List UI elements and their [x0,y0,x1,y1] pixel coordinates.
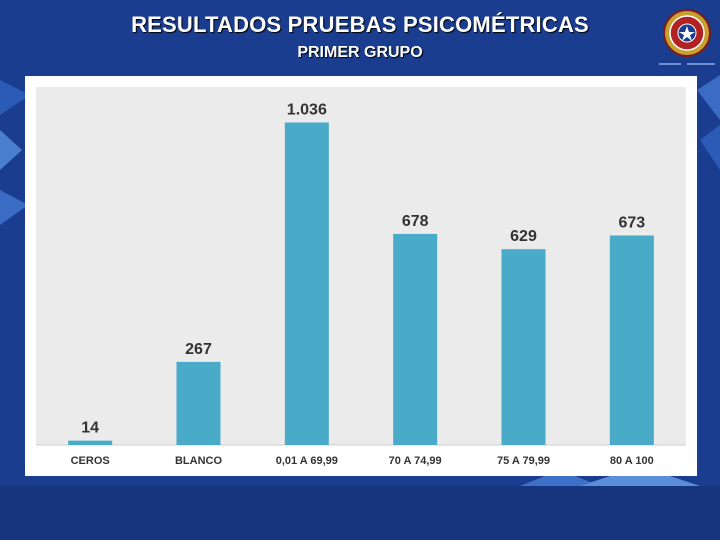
category-labels: CEROS BLANCO 0,01 A 69,99 70 A 74,99 75 A 79… [71,455,654,467]
bar-5 [609,235,654,445]
category-label-3: 70 A 74,99 [389,455,442,467]
institution-seal-icon [663,9,711,57]
value-label-0: 14 [81,420,99,437]
category-label-4: 75 A 79,99 [497,455,550,467]
chart-card: 14 267 1.036 678 629 673 CEROS BLANCO 0,01 A 69… [25,76,697,476]
bar-series [68,122,654,445]
value-label-2: 1.036 [287,101,327,118]
value-label-1: 267 [185,341,212,358]
page-subtitle: PRIMER GRUPO [297,44,423,61]
bar-chart: 14 267 1.036 678 629 673 CEROS BLANCO 0,01 A 69… [36,87,686,467]
category-label-0: CEROS [71,455,110,467]
value-label-5: 673 [618,214,645,231]
category-label-1: BLANCO [175,455,222,467]
bar-0 [68,440,113,445]
footer-band [0,486,720,540]
value-label-3: 678 [402,213,429,230]
bar-2 [284,122,329,445]
bar-1 [176,361,221,445]
seal-caption-mark [659,63,715,65]
slide-header: RESULTADOS PRUEBAS PSICOMÉTRICAS PRIMER … [0,0,720,78]
bar-4 [501,249,546,445]
value-label-4: 629 [510,228,537,245]
category-label-2: 0,01 A 69,99 [276,455,338,467]
page-title: RESULTADOS PRUEBAS PSICOMÉTRICAS [131,12,589,37]
plot-area [36,87,686,445]
value-labels: 14 267 1.036 678 629 673 [81,101,645,436]
bar-3 [393,233,438,445]
category-label-5: 80 A 100 [610,455,654,467]
